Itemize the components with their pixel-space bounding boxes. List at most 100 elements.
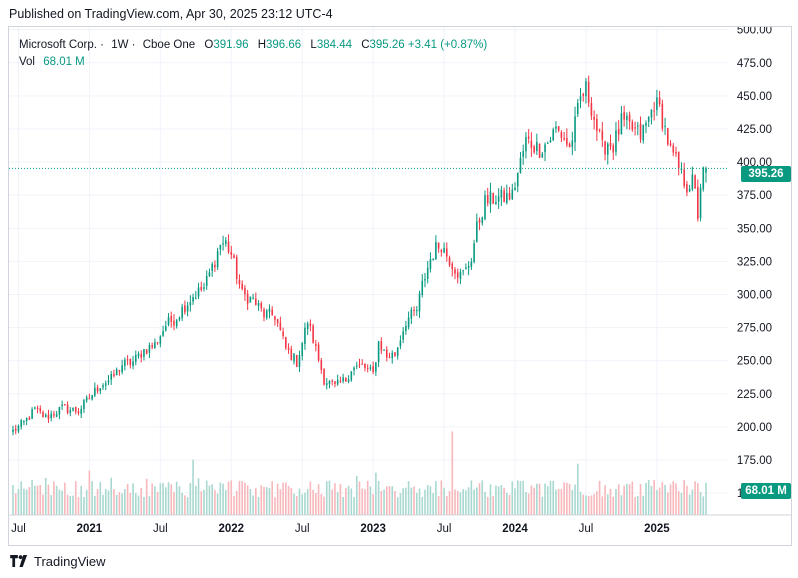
candle-body (407, 317, 410, 328)
volume-bar (470, 480, 473, 515)
volume-bar (369, 486, 372, 515)
price-tick-label: 450.00 (737, 91, 772, 103)
candle-body (260, 303, 263, 309)
candle-body (415, 310, 418, 312)
candle-body (325, 383, 328, 386)
candle-body (536, 141, 538, 152)
candle-body (355, 365, 358, 367)
candle-body (369, 367, 372, 369)
candle-body (552, 129, 555, 141)
candle-body (388, 356, 391, 358)
volume-bar (530, 485, 533, 515)
candle-body (424, 279, 426, 281)
volume-bar (476, 487, 478, 515)
volume-bar (628, 484, 631, 515)
candle-body (110, 374, 113, 380)
candle-body (197, 287, 200, 297)
candle-body (664, 125, 666, 127)
candle-body (140, 353, 143, 358)
candle-body (516, 172, 519, 187)
candle-body (235, 256, 238, 279)
volume-bar (541, 496, 544, 515)
candle-body (320, 360, 323, 371)
volume-bar (31, 479, 33, 515)
candle-body (121, 365, 123, 373)
candle-body (486, 195, 489, 204)
footer-branding[interactable]: TradingView (10, 552, 106, 570)
candle-body (23, 421, 25, 423)
low-label: L (310, 39, 317, 51)
legend-ohlc-row: Microsoft Corp. · 1W · Cboe One O391.96 … (19, 39, 488, 51)
volume-bar (345, 488, 347, 515)
volume-bar (377, 480, 380, 515)
price-tick-label: 475.00 (737, 58, 772, 70)
candle-body (143, 349, 145, 357)
candle-body (495, 202, 497, 204)
volume-bar (669, 484, 672, 515)
candle-body (544, 144, 546, 153)
volume-bar (495, 485, 497, 515)
last-volume-badge: 68.01 M (741, 483, 791, 499)
candle-body (69, 409, 72, 413)
interval-label[interactable]: 1W (111, 39, 129, 51)
volume-bar (451, 431, 454, 515)
candle-body (189, 302, 192, 306)
candle-body (639, 123, 642, 140)
candle-body (456, 272, 459, 278)
candle-body (476, 221, 478, 242)
candle-body (34, 407, 36, 409)
volume-bar (140, 488, 143, 515)
candle-body (574, 116, 576, 143)
candle-body (315, 344, 317, 346)
price-tick-label: 225.00 (737, 389, 772, 401)
volume-bar (620, 495, 623, 515)
time-tick-label: Jul (437, 523, 452, 535)
volume-bar (74, 481, 77, 515)
volume-bar (533, 487, 535, 515)
volume-bar (598, 480, 601, 515)
volume-bar (159, 483, 162, 515)
last-price-badge: 395.26 (741, 166, 791, 182)
open-value: 391.96 (213, 39, 249, 51)
candle-body (467, 266, 470, 268)
time-tick-label: Jul (295, 523, 310, 535)
close-label: C (361, 39, 370, 51)
price-chart[interactable]: 500.00475.00450.00425.00400.00375.00350.… (9, 27, 792, 546)
volume-bar (113, 489, 115, 515)
volume-bar (694, 481, 696, 515)
volume-bar (219, 482, 222, 515)
chart-panel[interactable]: 500.00 475.00 450.00 425.00 400.00 375.00 350.… (8, 26, 792, 546)
candle-body (623, 112, 625, 120)
candle-body (473, 243, 475, 263)
candle-body (680, 168, 683, 170)
volume-label[interactable]: Vol (19, 56, 35, 68)
volume-bar (156, 491, 159, 515)
candle-body (590, 103, 593, 116)
symbol-name[interactable]: Microsoft Corp. (19, 39, 97, 51)
volume-bar (241, 481, 243, 515)
candle-body (290, 348, 293, 361)
volume-bar (320, 493, 323, 515)
candle-body (306, 323, 309, 330)
candle-body (396, 347, 399, 356)
candle-body (309, 323, 312, 326)
candle-body (585, 81, 587, 97)
candle-body (372, 366, 374, 372)
published-caption: Published on TradingView.com, Apr 30, 20… (9, 7, 333, 21)
candle-body (489, 191, 492, 205)
candle-body (274, 316, 276, 320)
volume-bar (653, 479, 655, 515)
volume-bar (593, 494, 595, 515)
brand-name: TradingView (34, 553, 106, 569)
candle-body (443, 247, 445, 253)
candle-body (124, 359, 126, 367)
candle-body (222, 243, 224, 245)
candle-body (636, 125, 639, 127)
candle-body (249, 296, 252, 303)
candle-body (615, 130, 617, 152)
candle-body (118, 369, 121, 372)
exchange-label: Cboe One (142, 39, 196, 51)
candle-body (175, 320, 178, 327)
candle-body (129, 359, 132, 365)
volume-bar (126, 483, 129, 515)
